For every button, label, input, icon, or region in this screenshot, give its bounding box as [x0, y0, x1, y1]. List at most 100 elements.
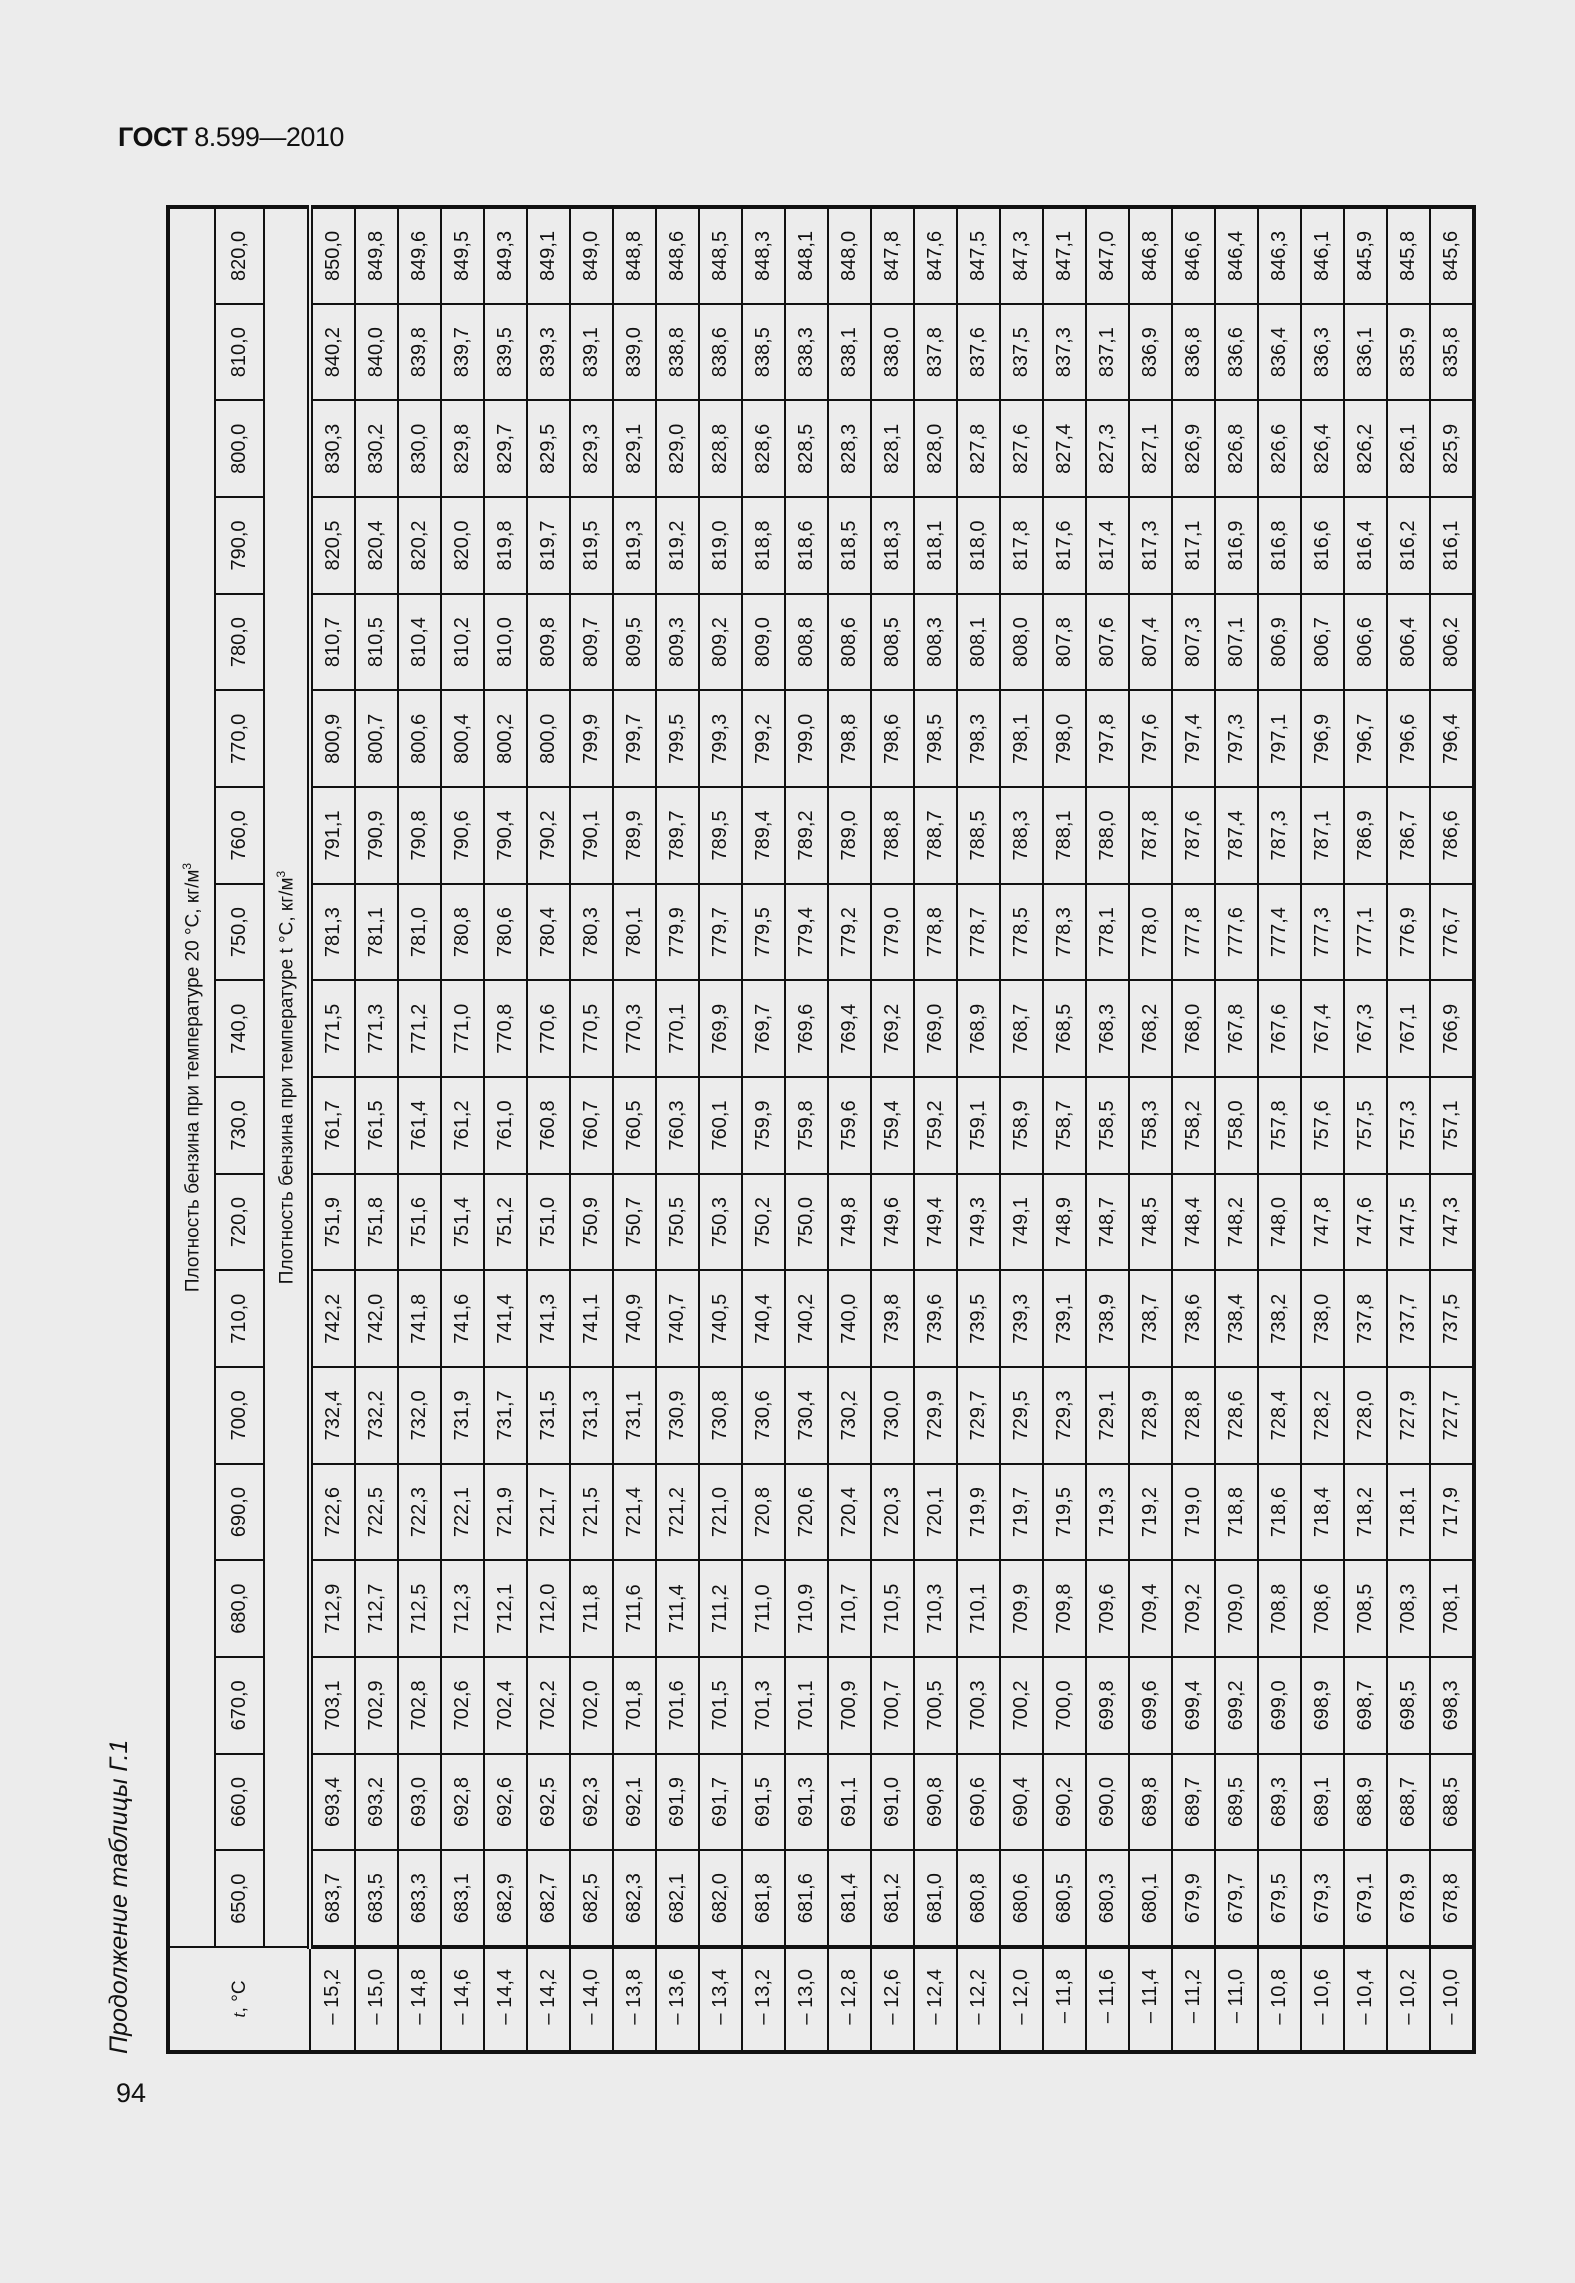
density-cell: 691,1 — [828, 1753, 871, 1851]
density-cell: 817,4 — [1086, 497, 1129, 594]
density-cell: 760,5 — [613, 1077, 656, 1174]
density-cell: 712,0 — [527, 1560, 570, 1658]
density-cell: 819,8 — [484, 497, 527, 594]
density-cell: 789,9 — [613, 787, 656, 884]
density-cell: 728,4 — [1258, 1367, 1301, 1464]
density-cell: 819,0 — [699, 497, 742, 594]
density-cell: 838,1 — [828, 303, 871, 401]
density-cell: 751,2 — [484, 1173, 527, 1271]
density-cell: 840,0 — [355, 303, 398, 401]
density-cell: 682,1 — [656, 1850, 699, 1947]
density-cell: 702,4 — [484, 1657, 527, 1754]
density-cell: 731,3 — [570, 1367, 613, 1464]
density-cell: 778,0 — [1129, 883, 1172, 981]
table-row: – 13,4 682,0 691,7 701,5 711,2 721,0 730,8 740,… — [699, 207, 742, 2052]
density-cell: 807,6 — [1086, 593, 1129, 691]
density-cell: 768,0 — [1172, 980, 1215, 1078]
density-cell: 748,9 — [1043, 1173, 1086, 1271]
density-cell: 779,9 — [656, 883, 699, 981]
temperature-cell: – 10,4 — [1344, 1947, 1387, 2052]
temperature-cell: – 15,0 — [355, 1947, 398, 2052]
density-cell: 730,8 — [699, 1367, 742, 1464]
density-cell: 826,1 — [1387, 400, 1430, 498]
table-row: – 12,4 681,0 690,8 700,5 710,3 720,1 729,9 739,… — [914, 207, 957, 2052]
density-cell: 692,1 — [613, 1753, 656, 1851]
density-cell: 758,9 — [1000, 1077, 1043, 1174]
density-cell: 816,9 — [1215, 497, 1258, 594]
density-cell: 689,3 — [1258, 1753, 1301, 1851]
density-cell: 770,3 — [613, 980, 656, 1078]
density-cell: 776,7 — [1430, 883, 1474, 981]
temperature-cell: – 14,0 — [570, 1947, 613, 2052]
density-cell: 849,6 — [398, 207, 441, 304]
density-cell: 777,8 — [1172, 883, 1215, 981]
table-row: – 13,0 681,6 691,3 701,1 710,9 720,6 730,4 740,… — [785, 207, 828, 2052]
density-cell: 809,3 — [656, 593, 699, 691]
density-cell: 748,4 — [1172, 1173, 1215, 1271]
temperature-cell: – 10,0 — [1430, 1947, 1474, 2052]
density-cell: 780,3 — [570, 883, 613, 981]
density-cell: 690,8 — [914, 1753, 957, 1851]
density-cell: 699,4 — [1172, 1657, 1215, 1754]
density-cell: 810,7 — [310, 593, 355, 691]
density-cell: 700,7 — [871, 1657, 914, 1754]
density-cell: 847,8 — [871, 207, 914, 304]
density-cell: 760,1 — [699, 1077, 742, 1174]
density-cell: 747,8 — [1301, 1173, 1344, 1271]
sub-header: Плотность бензина при температуре t °С, … — [264, 207, 310, 1947]
document-header: ГОСТ 8.599—2010 — [118, 122, 344, 153]
density-cell: 769,0 — [914, 980, 957, 1078]
density-cell: 750,7 — [613, 1173, 656, 1271]
density-cell: 836,8 — [1172, 303, 1215, 401]
density-cell: 829,5 — [527, 400, 570, 498]
density-cell: 806,2 — [1430, 593, 1474, 691]
density-cell: 710,7 — [828, 1560, 871, 1658]
density-cell: 789,5 — [699, 787, 742, 884]
density-cell: 688,9 — [1344, 1753, 1387, 1851]
density-cell: 806,9 — [1258, 593, 1301, 691]
density-cell: 830,3 — [310, 400, 355, 498]
temperature-cell: – 13,6 — [656, 1947, 699, 2052]
density-cell: 729,7 — [957, 1367, 1000, 1464]
density-header-row: 650,0 660,0 670,0 680,0 690,0 700,0 710,0 720,0… — [215, 207, 264, 2052]
density-cell: 828,5 — [785, 400, 828, 498]
density-cell: 748,0 — [1258, 1173, 1301, 1271]
density-cell: 836,3 — [1301, 303, 1344, 401]
density-cell: 819,3 — [613, 497, 656, 594]
density-cell: 708,5 — [1344, 1560, 1387, 1658]
density-cell: 731,7 — [484, 1367, 527, 1464]
density-cell: 810,5 — [355, 593, 398, 691]
density-cell: 806,7 — [1301, 593, 1344, 691]
temperature-cell: – 10,8 — [1258, 1947, 1301, 2052]
table-row: – 11,4 680,1 689,8 699,6 709,4 719,2 728,9 738,… — [1129, 207, 1172, 2052]
density-cell: 777,1 — [1344, 883, 1387, 981]
density-cell: 828,0 — [914, 400, 957, 498]
density-table: t, °C Плотность бензина при температуре … — [166, 205, 1476, 2054]
density-cell: 711,0 — [742, 1560, 785, 1658]
density-cell: 850,0 — [310, 207, 355, 304]
density-cell: 738,0 — [1301, 1270, 1344, 1368]
density-cell: 845,6 — [1430, 207, 1474, 304]
density-cell: 702,8 — [398, 1657, 441, 1754]
density-cell: 769,4 — [828, 980, 871, 1078]
density-cell: 800,2 — [484, 690, 527, 788]
density-cell: 701,3 — [742, 1657, 785, 1754]
density-cell: 709,2 — [1172, 1560, 1215, 1658]
density-cell: 710,5 — [871, 1560, 914, 1658]
density-cell: 683,5 — [355, 1850, 398, 1947]
density-cell: 839,7 — [441, 303, 484, 401]
density-cell: 729,1 — [1086, 1367, 1129, 1464]
temperature-cell: – 10,6 — [1301, 1947, 1344, 2052]
density-cell: 826,9 — [1172, 400, 1215, 498]
density-cell: 702,2 — [527, 1657, 570, 1754]
density-cell: 678,8 — [1430, 1850, 1474, 1947]
density-cell: 693,4 — [310, 1753, 355, 1851]
density-cell: 830,2 — [355, 400, 398, 498]
density-cell: 836,4 — [1258, 303, 1301, 401]
density-cell: 721,7 — [527, 1463, 570, 1561]
density-cell: 807,4 — [1129, 593, 1172, 691]
density-cell: 722,1 — [441, 1463, 484, 1561]
density-cell: 698,9 — [1301, 1657, 1344, 1754]
density-cell: 740,9 — [613, 1270, 656, 1368]
density-cell: 679,7 — [1215, 1850, 1258, 1947]
